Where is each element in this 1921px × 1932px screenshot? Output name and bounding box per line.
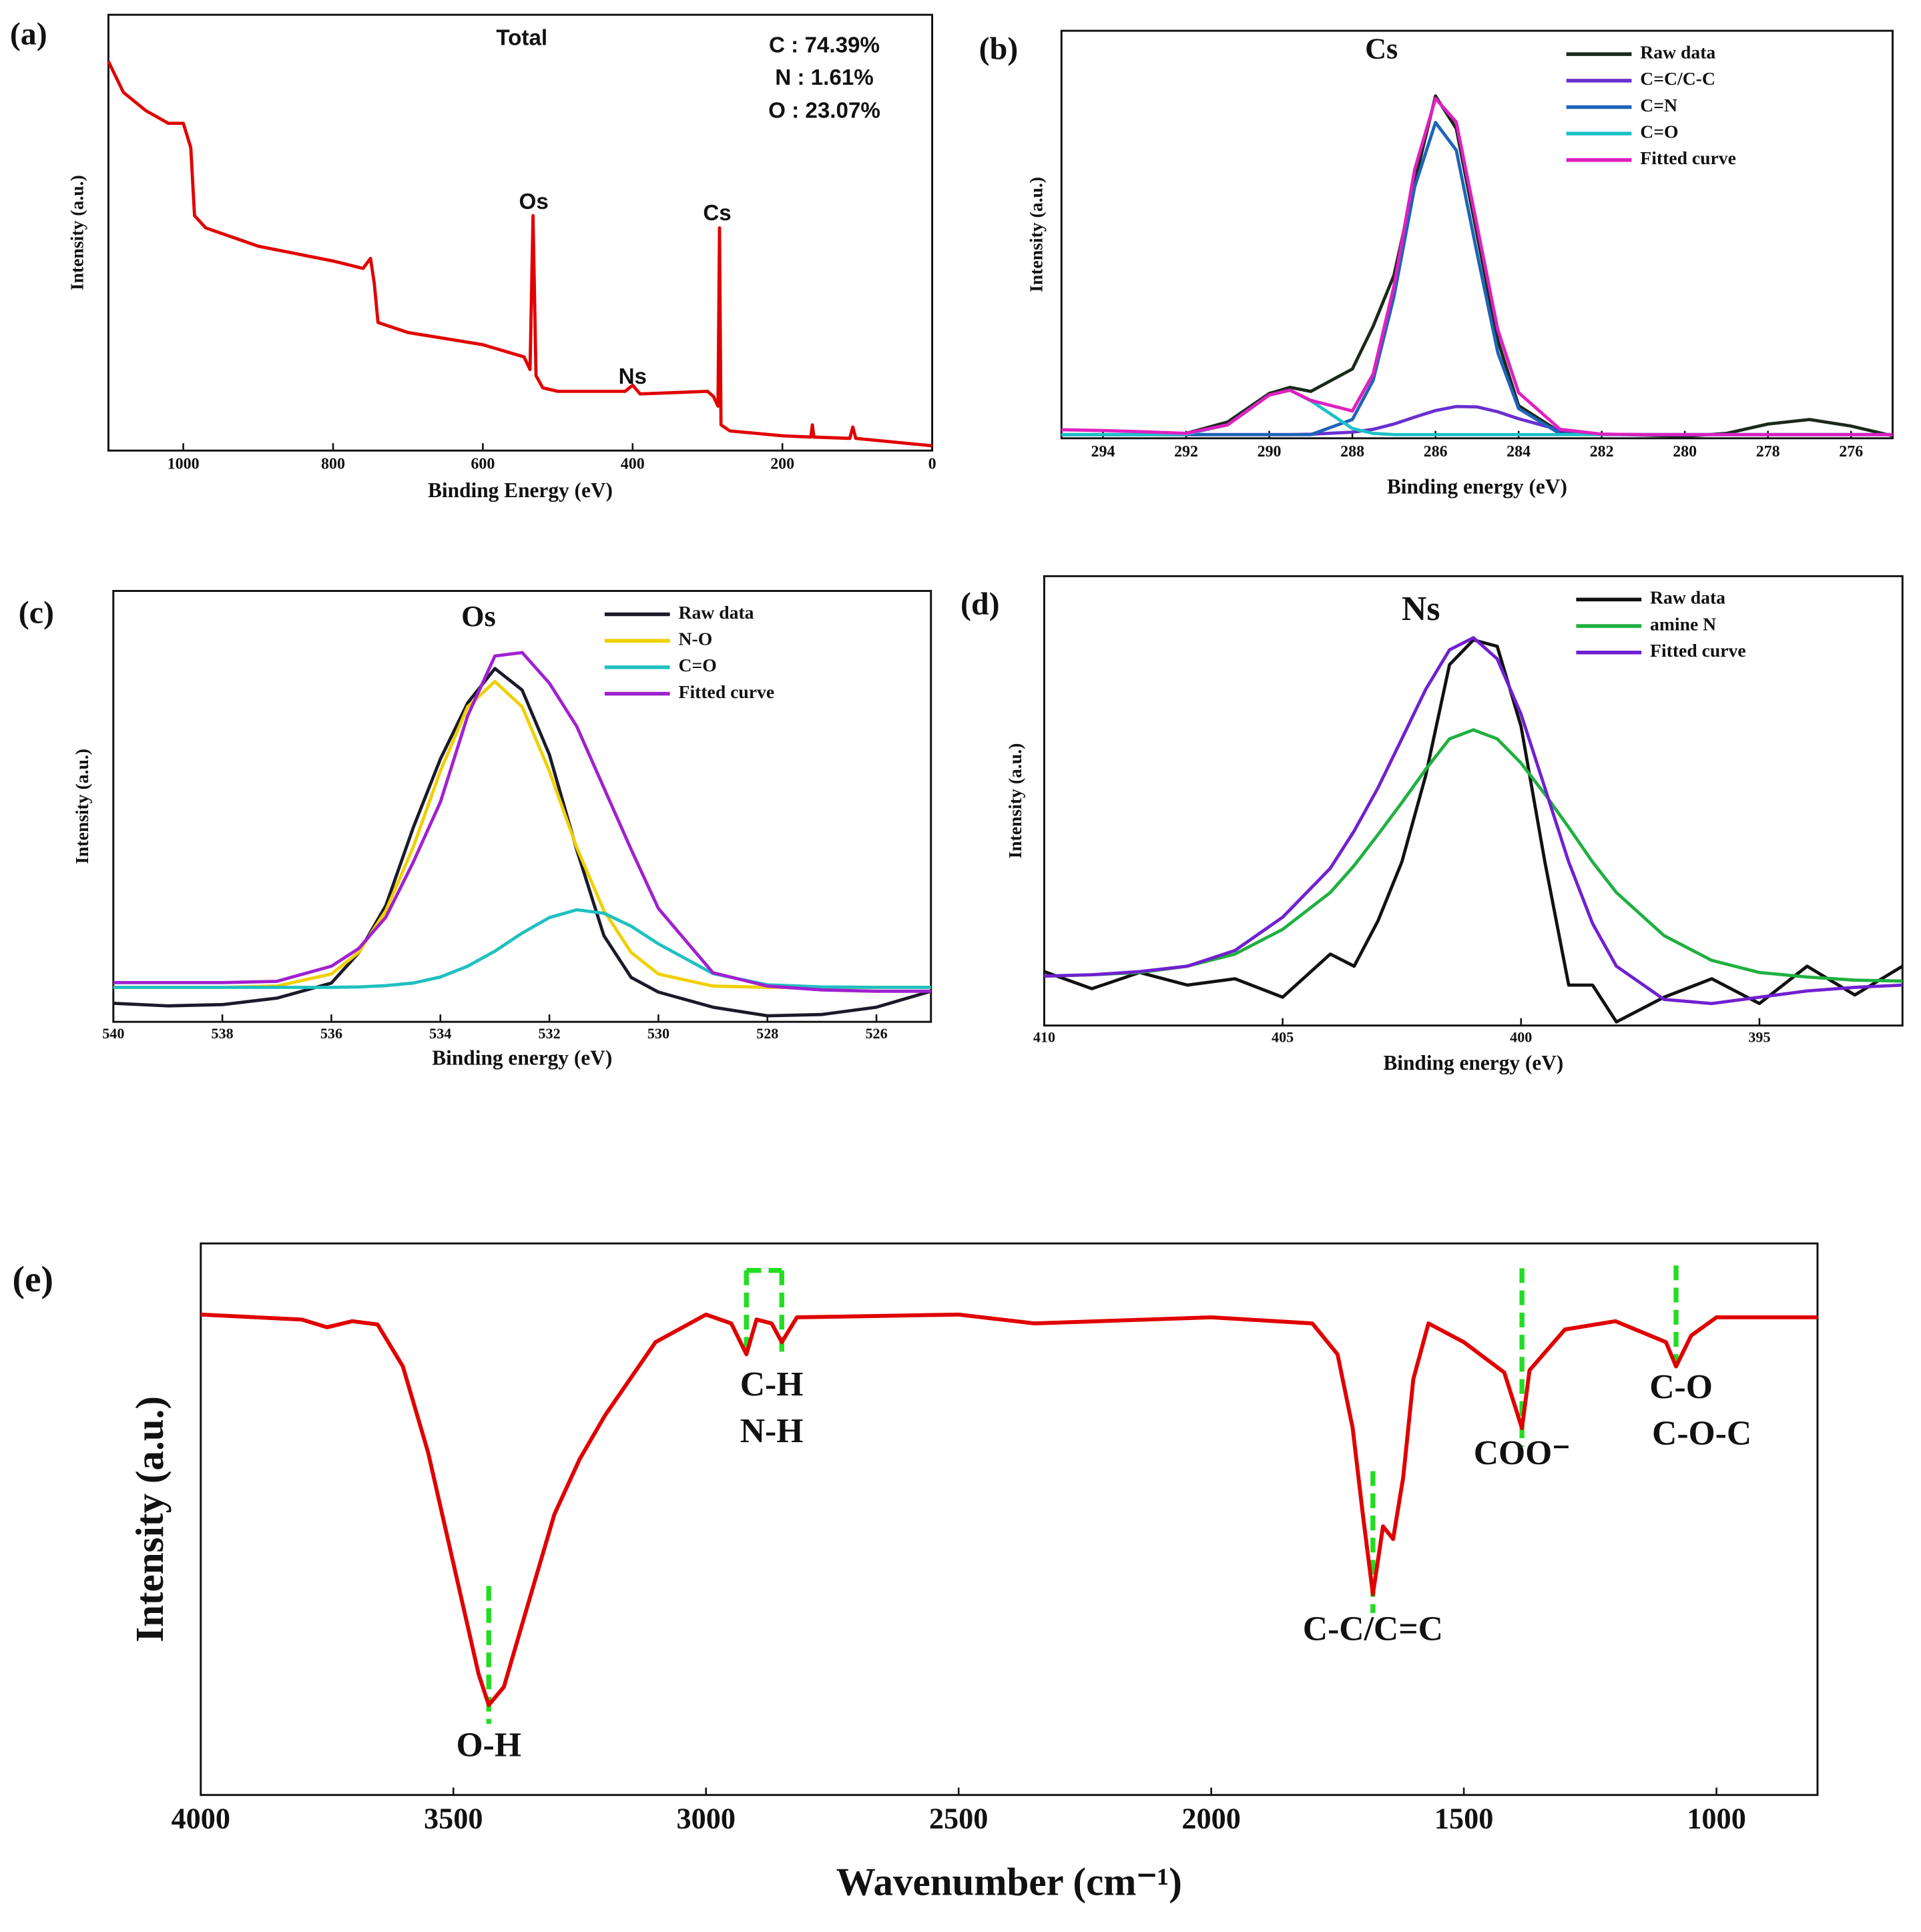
x-tick-label: 280 [1673,443,1697,460]
annotation: C-O-C [1652,1414,1751,1452]
y-axis-label: Intensity (a.u.) [71,749,92,864]
annotation: C-H [740,1365,804,1403]
y-axis-label: Intensity (a.u.) [1026,177,1047,292]
legend-label: amine N [1650,613,1716,634]
series-line [1044,636,1903,1006]
panel-label: (c) [19,595,54,630]
annotation: C-C/C=C [1303,1610,1443,1648]
x-tick-label: 400 [1510,1029,1532,1046]
x-tick-label: 1500 [1434,1803,1494,1835]
series-line [1185,94,1894,438]
legend-label: Fitted curve [1640,147,1736,168]
x-tick-label: 540 [102,1025,124,1042]
panel-label: (a) [10,16,47,51]
series-line [113,651,931,993]
x-axis-label: Binding Energy (eV) [428,478,613,502]
series-line [113,667,932,1018]
annotation: Os [519,190,549,214]
x-axis-label: Binding energy (eV) [1387,475,1567,499]
panel-label: (b) [979,31,1019,66]
x-tick-label: 0 [928,455,936,472]
x-tick-label: 538 [212,1025,234,1042]
y-axis-label: Intensity (a.u.) [1005,743,1025,859]
panel-label: (d) [960,586,1000,621]
x-tick-label: 284 [1506,443,1531,460]
series-line [1061,121,1893,436]
annotation: COO⁻ [1474,1434,1571,1472]
x-tick-label: 600 [471,455,495,472]
x-tick-label: 528 [756,1025,778,1042]
x-axis-label: Wavenumber (cm⁻¹) [836,1860,1182,1904]
panel-label: (e) [13,1259,53,1299]
x-tick-label: 534 [429,1025,451,1042]
annotation: O : 23.07% [768,99,880,123]
annotation: C : 74.39% [769,33,880,58]
x-tick-label: 1000 [168,455,200,472]
x-tick-label: 278 [1756,443,1780,460]
series-line [113,908,931,989]
x-tick-label: 536 [320,1025,342,1042]
legend-label: Fitted curve [679,681,775,702]
annotation: N-H [740,1412,804,1450]
y-axis-label: Intensity (a.u.) [66,175,87,290]
annotation: Total [496,25,547,50]
plot-frame [1043,575,1904,1027]
annotation: N : 1.61% [775,65,874,90]
x-tick-label: 3000 [676,1803,736,1835]
plot-frame [1060,29,1894,440]
annotation: Cs [1365,32,1398,65]
annotation: Os [461,600,496,633]
legend-label: C=O [679,655,717,675]
x-tick-label: 276 [1839,443,1863,460]
y-axis-label: Intensity (a.u.) [127,1396,172,1642]
x-axis-label: Binding energy (eV) [432,1046,612,1070]
x-tick-label: 200 [770,455,794,472]
annotation: Ns [619,364,647,389]
x-tick-label: 400 [621,455,645,472]
annotation: O-H [456,1726,521,1764]
x-tick-label: 292 [1174,443,1198,460]
legend-label: Raw data [679,602,754,623]
series-line [1061,388,1893,436]
plot-frame [112,590,932,1023]
legend-label: C=O [1640,121,1678,142]
x-tick-label: 288 [1340,443,1364,460]
x-tick-label: 294 [1091,443,1115,460]
x-tick-label: 800 [321,455,345,472]
x-axis-label: Binding energy (eV) [1383,1051,1563,1074]
series-line [1043,638,1904,1024]
x-tick-label: 286 [1424,443,1448,460]
legend-label: Raw data [1640,42,1715,63]
x-tick-label: 1000 [1687,1803,1746,1835]
series-line [200,1312,1818,1707]
x-tick-label: 410 [1033,1029,1055,1046]
x-tick-label: 2500 [929,1803,989,1835]
x-tick-label: 532 [538,1025,560,1042]
x-tick-label: 395 [1748,1029,1770,1046]
x-tick-label: 3500 [424,1803,483,1835]
x-tick-label: 282 [1590,443,1614,460]
plot-frame [107,13,934,452]
series-line [107,60,932,448]
series-line [1061,97,1893,436]
x-tick-label: 405 [1272,1029,1294,1046]
legend-label: C=N [1640,95,1677,115]
series-line [1044,728,1903,983]
plot-frame [200,1242,1819,1797]
legend-label: N-O [679,629,713,649]
annotation: Ns [1402,590,1440,628]
series-line [1061,404,1893,436]
legend-label: C=C/C-C [1640,68,1715,89]
series-line [113,679,931,989]
legend-label: Fitted curve [1650,640,1746,661]
x-tick-label: 526 [865,1025,887,1042]
x-tick-label: 290 [1258,443,1282,460]
annotation: C-O [1649,1368,1713,1406]
x-tick-label: 2000 [1181,1803,1241,1835]
annotation: Cs [703,201,731,226]
x-tick-label: 4000 [172,1803,231,1835]
legend-label: Raw data [1650,587,1725,608]
x-tick-label: 530 [647,1025,669,1042]
